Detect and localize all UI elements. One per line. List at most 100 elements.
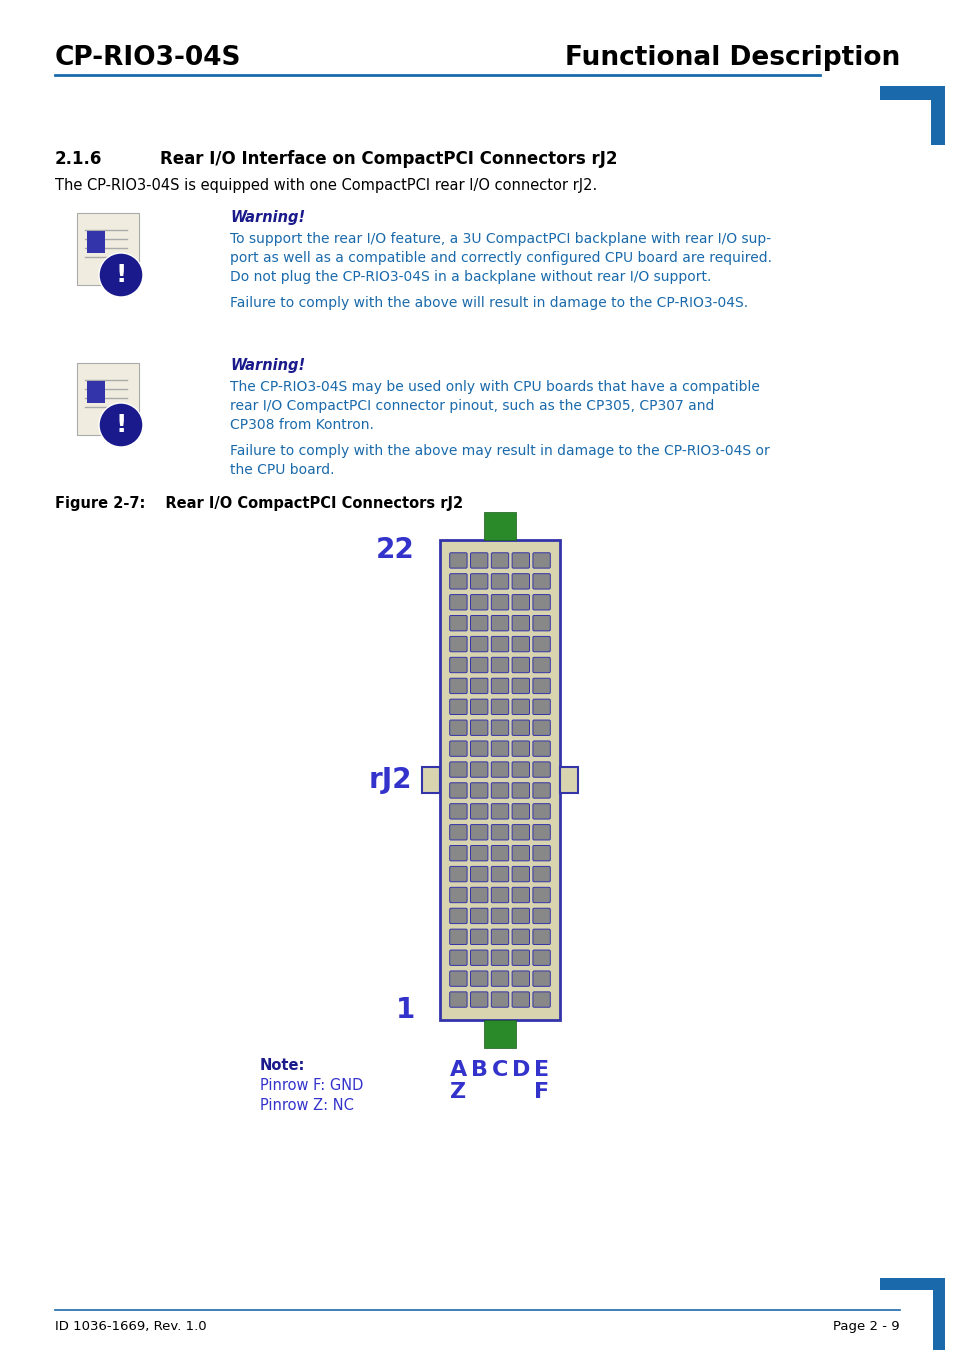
FancyBboxPatch shape xyxy=(533,887,550,903)
FancyBboxPatch shape xyxy=(449,950,467,965)
FancyBboxPatch shape xyxy=(449,552,467,568)
FancyBboxPatch shape xyxy=(533,636,550,652)
FancyBboxPatch shape xyxy=(470,803,487,819)
FancyBboxPatch shape xyxy=(512,552,529,568)
FancyBboxPatch shape xyxy=(449,845,467,861)
FancyBboxPatch shape xyxy=(512,761,529,778)
FancyBboxPatch shape xyxy=(470,720,487,736)
Text: F: F xyxy=(534,1081,549,1102)
FancyBboxPatch shape xyxy=(491,950,508,965)
Text: !: ! xyxy=(115,263,127,288)
FancyBboxPatch shape xyxy=(449,929,467,945)
FancyBboxPatch shape xyxy=(491,971,508,987)
Text: C: C xyxy=(492,1060,508,1080)
Circle shape xyxy=(99,404,143,447)
FancyBboxPatch shape xyxy=(512,594,529,610)
Text: CP308 from Kontron.: CP308 from Kontron. xyxy=(230,418,374,432)
FancyBboxPatch shape xyxy=(512,803,529,819)
FancyBboxPatch shape xyxy=(491,992,508,1007)
Bar xyxy=(879,86,944,100)
FancyBboxPatch shape xyxy=(491,741,508,756)
FancyBboxPatch shape xyxy=(512,574,529,589)
FancyBboxPatch shape xyxy=(533,574,550,589)
FancyBboxPatch shape xyxy=(470,761,487,778)
Bar xyxy=(879,1278,944,1291)
FancyBboxPatch shape xyxy=(491,825,508,840)
FancyBboxPatch shape xyxy=(77,213,139,285)
FancyBboxPatch shape xyxy=(470,616,487,630)
FancyBboxPatch shape xyxy=(512,909,529,923)
Text: 1: 1 xyxy=(395,996,415,1025)
Text: Failure to comply with the above will result in damage to the CP-RIO3-04S.: Failure to comply with the above will re… xyxy=(230,296,747,310)
Text: !: ! xyxy=(115,413,127,437)
FancyBboxPatch shape xyxy=(512,741,529,756)
Bar xyxy=(483,512,516,540)
FancyBboxPatch shape xyxy=(533,678,550,694)
FancyBboxPatch shape xyxy=(533,657,550,672)
FancyBboxPatch shape xyxy=(512,616,529,630)
Text: Pinrow Z: NC: Pinrow Z: NC xyxy=(260,1098,354,1112)
FancyBboxPatch shape xyxy=(512,929,529,945)
Bar xyxy=(87,381,105,404)
Text: CP-RIO3-04S: CP-RIO3-04S xyxy=(55,45,241,72)
FancyBboxPatch shape xyxy=(470,552,487,568)
Text: Do not plug the CP-RIO3-04S in a backplane without rear I/O support.: Do not plug the CP-RIO3-04S in a backpla… xyxy=(230,270,711,284)
FancyBboxPatch shape xyxy=(512,887,529,903)
FancyBboxPatch shape xyxy=(449,720,467,736)
FancyBboxPatch shape xyxy=(449,761,467,778)
Text: Functional Description: Functional Description xyxy=(564,45,899,72)
FancyBboxPatch shape xyxy=(470,992,487,1007)
FancyBboxPatch shape xyxy=(470,929,487,945)
FancyBboxPatch shape xyxy=(491,909,508,923)
FancyBboxPatch shape xyxy=(449,594,467,610)
Bar xyxy=(483,1021,516,1048)
Text: ID 1036-1669, Rev. 1.0: ID 1036-1669, Rev. 1.0 xyxy=(55,1320,207,1332)
Text: Warning!: Warning! xyxy=(230,211,305,225)
FancyBboxPatch shape xyxy=(512,636,529,652)
FancyBboxPatch shape xyxy=(470,845,487,861)
FancyBboxPatch shape xyxy=(512,971,529,987)
FancyBboxPatch shape xyxy=(491,699,508,714)
FancyBboxPatch shape xyxy=(470,909,487,923)
FancyBboxPatch shape xyxy=(533,720,550,736)
Text: 22: 22 xyxy=(375,536,415,564)
Text: Failure to comply with the above may result in damage to the CP-RIO3-04S or: Failure to comply with the above may res… xyxy=(230,444,769,458)
FancyBboxPatch shape xyxy=(449,574,467,589)
FancyBboxPatch shape xyxy=(77,363,139,435)
Text: Pinrow F: GND: Pinrow F: GND xyxy=(260,1079,363,1094)
FancyBboxPatch shape xyxy=(533,552,550,568)
FancyBboxPatch shape xyxy=(470,678,487,694)
FancyBboxPatch shape xyxy=(533,909,550,923)
FancyBboxPatch shape xyxy=(533,867,550,882)
FancyBboxPatch shape xyxy=(491,574,508,589)
Bar xyxy=(932,1278,944,1350)
FancyBboxPatch shape xyxy=(449,825,467,840)
FancyBboxPatch shape xyxy=(512,825,529,840)
Text: The CP-RIO3-04S may be used only with CPU boards that have a compatible: The CP-RIO3-04S may be used only with CP… xyxy=(230,379,760,394)
Text: Rear I/O CompactPCI Connectors rJ2: Rear I/O CompactPCI Connectors rJ2 xyxy=(150,495,462,512)
FancyBboxPatch shape xyxy=(491,720,508,736)
FancyBboxPatch shape xyxy=(449,803,467,819)
FancyBboxPatch shape xyxy=(512,657,529,672)
FancyBboxPatch shape xyxy=(491,594,508,610)
FancyBboxPatch shape xyxy=(470,887,487,903)
FancyBboxPatch shape xyxy=(491,678,508,694)
FancyBboxPatch shape xyxy=(491,887,508,903)
FancyBboxPatch shape xyxy=(491,845,508,861)
FancyBboxPatch shape xyxy=(470,971,487,987)
FancyBboxPatch shape xyxy=(470,825,487,840)
Bar xyxy=(439,540,559,1021)
FancyBboxPatch shape xyxy=(533,616,550,630)
Text: rear I/O CompactPCI connector pinout, such as the CP305, CP307 and: rear I/O CompactPCI connector pinout, su… xyxy=(230,400,714,413)
FancyBboxPatch shape xyxy=(533,803,550,819)
FancyBboxPatch shape xyxy=(491,803,508,819)
FancyBboxPatch shape xyxy=(512,720,529,736)
FancyBboxPatch shape xyxy=(449,909,467,923)
FancyBboxPatch shape xyxy=(470,867,487,882)
Bar xyxy=(87,231,105,252)
Bar xyxy=(559,767,578,792)
FancyBboxPatch shape xyxy=(512,845,529,861)
FancyBboxPatch shape xyxy=(470,699,487,714)
FancyBboxPatch shape xyxy=(533,845,550,861)
Text: Rear I/O Interface on CompactPCI Connectors rJ2: Rear I/O Interface on CompactPCI Connect… xyxy=(160,150,617,167)
